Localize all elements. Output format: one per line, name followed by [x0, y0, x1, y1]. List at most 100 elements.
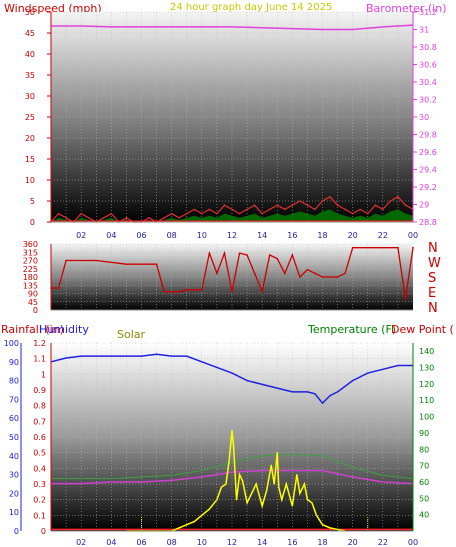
direction-tick-label: 315 [23, 248, 38, 257]
solar-point [336, 528, 339, 531]
solar-point [251, 492, 253, 494]
rainfall-tick-label: 1.1 [33, 355, 46, 364]
windspeed-series [50, 24, 414, 223]
barometer-tick-label: 30 [419, 113, 429, 122]
humidity-point [291, 391, 293, 393]
direction-tick-label: 90 [28, 290, 38, 299]
solar-point [216, 499, 218, 501]
climate-x-tick-label: 06 [136, 538, 146, 547]
direction-point [65, 259, 67, 262]
solar-point [235, 499, 238, 501]
temperature-point [382, 474, 384, 477]
direction-tick-label: 180 [23, 273, 38, 282]
barometer-tick-label: 30.6 [419, 61, 437, 70]
windspeed-point [125, 217, 128, 219]
rainfall-tick-label: 1 [41, 370, 46, 379]
temperature-point [261, 455, 263, 457]
direction-point [238, 252, 241, 254]
dewpoint-point [382, 481, 384, 483]
rainfall-tick-label: 0.2 [33, 496, 46, 505]
humidity-tick-label: 40 [9, 452, 19, 461]
temperature-tick-label: 120 [419, 380, 434, 389]
windspeed-grid [51, 11, 413, 223]
windspeed-point [87, 217, 90, 219]
rainfall-tick-label: 0.7 [33, 417, 46, 426]
dewpoint-point [201, 476, 203, 478]
temperature-tick-label: 110 [419, 396, 434, 405]
temperature-point [80, 478, 82, 480]
windspeed-point [344, 208, 346, 211]
humidity-point [382, 368, 384, 370]
windspeed-point [246, 208, 248, 211]
humidity-point [80, 355, 82, 357]
compass-letter: N [428, 241, 438, 256]
rainfall-tick-label: 0.5 [33, 449, 46, 458]
solar-point [291, 505, 293, 507]
temperature-tick-label: 50 [419, 494, 429, 503]
climate-x-tick-label: 04 [106, 538, 116, 547]
temperature-tick-label: 80 [419, 445, 429, 454]
graph-title: 24 hour graph day June 14 2025 [170, 2, 332, 13]
direction-point [95, 259, 98, 262]
climate-grid [51, 342, 413, 532]
temperature-tick-label: 40 [419, 511, 429, 520]
direction-point [366, 246, 369, 249]
dewpoint-point [140, 481, 143, 483]
solar-point [193, 521, 195, 523]
direction-point [412, 246, 414, 249]
climate-x-tick-label: 14 [257, 538, 267, 547]
windspeed-point [382, 208, 384, 211]
windspeed-point [110, 212, 113, 215]
humidity-tick-label: 70 [9, 395, 19, 404]
barometer-tick-label: 29.4 [419, 166, 437, 175]
humidity-tick-label: 20 [9, 489, 19, 498]
windspeed-tick-label: 45 [25, 29, 35, 38]
windspeed-tick-label: 25 [25, 113, 35, 122]
dewpoint-point [231, 471, 233, 473]
humidity-point [397, 364, 399, 367]
humidity-point [231, 372, 233, 374]
barometer-tick-label: 31 [419, 26, 429, 35]
windspeed-x-tick-label: 16 [287, 231, 297, 240]
humidity-point [367, 372, 369, 374]
temperature-point [110, 478, 112, 480]
humidity-tick-label: 100 [4, 339, 19, 348]
humidity-point [336, 391, 339, 393]
direction-series [50, 246, 414, 300]
humidity-point [171, 355, 173, 357]
solar-point [266, 489, 268, 491]
direction-point [291, 254, 294, 256]
solar-point [278, 486, 280, 488]
windspeed-point [80, 212, 82, 215]
barometer-tick-label: 29.8 [419, 131, 437, 140]
solar-point [220, 486, 223, 488]
direction-point [185, 289, 188, 291]
direction-tick-label: 135 [23, 281, 38, 290]
humidity-point [140, 355, 143, 357]
solar-point [270, 464, 272, 466]
windspeed-x-tick-label: 10 [197, 231, 207, 240]
windspeed-point [321, 200, 324, 202]
windspeed-point [231, 208, 233, 211]
solar-point [281, 499, 283, 501]
direction-tick-label: 45 [28, 298, 38, 307]
direction-point [178, 290, 181, 293]
windspeed-x-tick-label: 08 [167, 231, 177, 240]
windspeed-point [404, 204, 407, 206]
climate-x-tick-label: 16 [287, 538, 297, 547]
solar-point [246, 502, 248, 504]
direction-point [223, 252, 226, 254]
temperature-tick-label: 90 [419, 429, 429, 438]
rainfall-tick-label: 0 [41, 527, 46, 536]
windspeed-point [148, 217, 150, 219]
humidity-tick-label: 0 [14, 527, 19, 536]
solar-point [306, 499, 309, 501]
solar-point [228, 461, 230, 463]
humidity-point [155, 353, 158, 355]
barometer-tick-label: 30.2 [419, 96, 437, 105]
direction-point [57, 287, 60, 289]
direction-tick-label: 270 [23, 257, 38, 266]
temperature-point [321, 455, 324, 457]
climate-x-tick-label: 02 [76, 538, 86, 547]
humidity-tick-label: 80 [9, 377, 19, 386]
